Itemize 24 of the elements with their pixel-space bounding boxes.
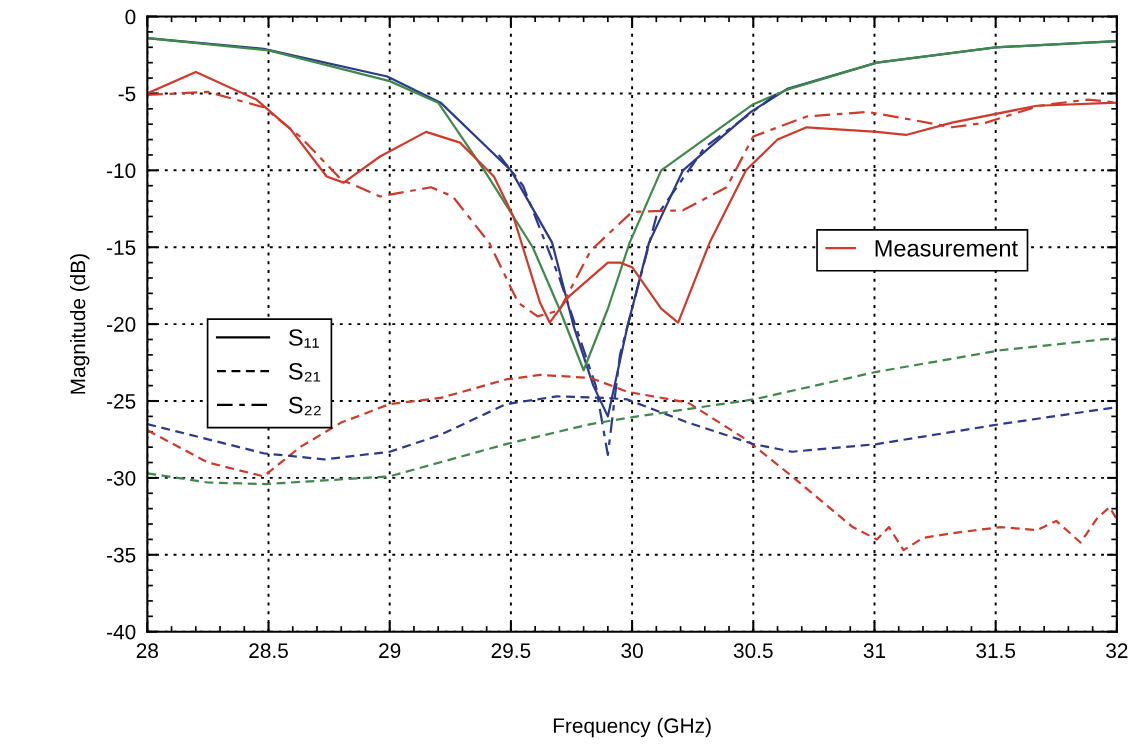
x-tick-label: 31 [863,643,886,659]
x-tick-label: 32 [1106,643,1128,659]
x-tick-label: 31.5 [976,643,1016,659]
y-tick-label: -20 [107,317,136,332]
legend-label: S₂₂ [288,396,321,416]
y-tick-label: -10 [107,163,136,179]
x-axis-title: Frequency (GHz) [553,717,711,738]
x-tick-label: 29.5 [491,643,531,659]
y-tick-label: -15 [107,240,136,255]
x-tick-label: 28.5 [249,643,288,659]
legend-label: Measurement [875,240,1018,257]
y-tick-label: -25 [107,394,136,409]
y-tick-label: -35 [107,547,136,563]
x-tick-label: 30.5 [733,643,773,659]
y-tick-label: -40 [107,624,136,640]
y-tick-label: -30 [107,470,136,486]
legend-label: S₁₁ [288,329,319,348]
x-tick-label: 28 [136,643,158,659]
y-tick-label: -5 [118,86,136,102]
x-tick-label: 29 [379,643,401,659]
legend-label: S₂₁ [288,362,321,382]
y-axis-title: Magnitude (dB) [70,254,90,394]
y-tick-label: 0 [125,9,136,25]
x-tick-label: 30 [621,643,643,659]
